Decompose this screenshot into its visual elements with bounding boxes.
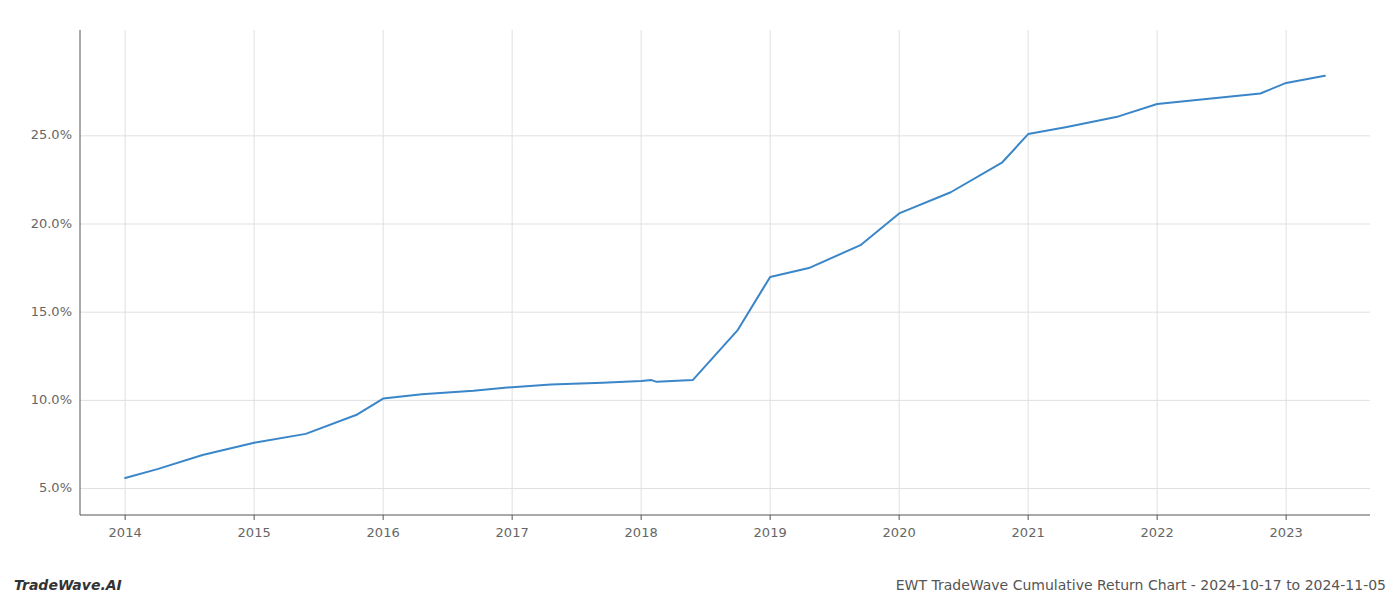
y-grid-line [80, 224, 1370, 225]
x-tick-mark [1286, 515, 1287, 520]
plot-area [125, 76, 1325, 478]
x-tick-label: 2023 [1270, 525, 1303, 540]
x-tick-label: 2017 [496, 525, 529, 540]
x-grid-line [1157, 30, 1158, 515]
chart-svg: 5.0% 10.0% 15.0% 20.0% 25.0% 2014 2015 2016 2017… [0, 0, 1400, 600]
x-tick-label: 2016 [367, 525, 400, 540]
x-tick-label: 2022 [1141, 525, 1174, 540]
x-grid-line [383, 30, 384, 515]
chart-container: 5.0% 10.0% 15.0% 20.0% 25.0% 2014 2015 2016 2017… [0, 0, 1400, 600]
y-grid-line [80, 135, 1370, 136]
grid [80, 30, 1370, 515]
x-tick-mark [383, 515, 384, 520]
x-tick-mark [770, 515, 771, 520]
line [125, 76, 1325, 478]
x-grid-line [1028, 30, 1029, 515]
y-tick-label: 10.0% [31, 392, 72, 407]
x-axis-line [80, 515, 1370, 516]
y-tick-label: 5.0% [39, 480, 72, 495]
x-tick-label: 2020 [883, 525, 916, 540]
x-tick-label: 2015 [238, 525, 271, 540]
watermark: TradeWave.AI [14, 577, 122, 593]
y-tick-label: 25.0% [31, 127, 72, 142]
x-tick-mark [254, 515, 255, 520]
x-tick-label: 2018 [625, 525, 658, 540]
x-tick-mark [1028, 515, 1029, 520]
y-grid-line [80, 488, 1370, 489]
x-tick-label: 2014 [109, 525, 142, 540]
title: EWT TradeWave Cumulative Return Chart - … [896, 577, 1386, 593]
y-grid-line [80, 312, 1370, 313]
x-tick-mark [641, 515, 642, 520]
x-grid-line [641, 30, 642, 515]
x-tick-mark [899, 515, 900, 520]
x-tick-mark [125, 515, 126, 520]
x-grid-line [899, 30, 900, 515]
x-tick-label: 2019 [754, 525, 787, 540]
y-grid-line [80, 400, 1370, 401]
x-tick-mark [1157, 515, 1158, 520]
x-tick-label: 2021 [1012, 525, 1045, 540]
axes: 5.0% 10.0% 15.0% 20.0% 25.0% 2014 2015 2016 2017… [31, 30, 1370, 540]
y-tick-label: 20.0% [31, 216, 72, 231]
x-grid-line [512, 30, 513, 515]
x-grid-line [1286, 30, 1287, 515]
y-axis-line [80, 30, 81, 515]
x-grid-line [770, 30, 771, 515]
x-tick-mark [512, 515, 513, 520]
y-tick-label: 15.0% [31, 304, 72, 319]
x-grid-line [125, 30, 126, 515]
